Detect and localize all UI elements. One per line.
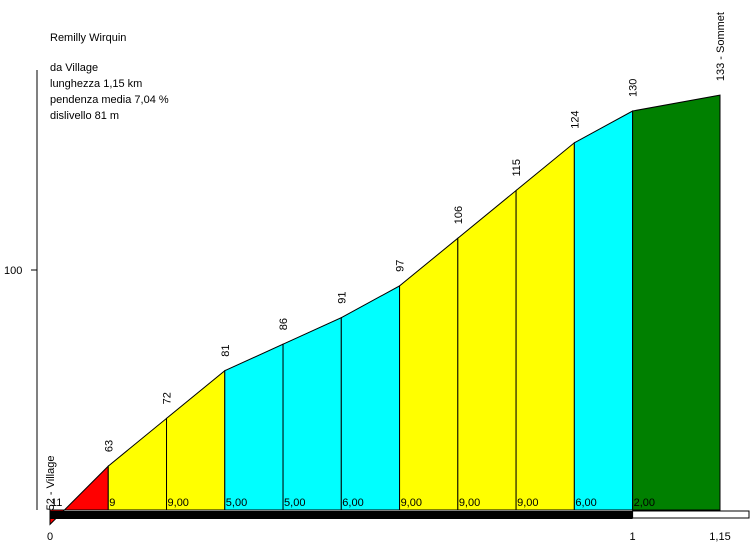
segment-gradient-label: 9,00 [517, 497, 538, 509]
segment-gradient-label: 9,00 [401, 497, 422, 509]
segment-gradient-label: 9,00 [459, 497, 480, 509]
elevation-label: 124 [569, 110, 581, 128]
x-tick-label: 1 [630, 531, 636, 543]
elevation-label: 106 [453, 206, 465, 224]
distance-bar-filled [50, 511, 633, 519]
x-tick-label: 1,15 [709, 531, 730, 543]
segment-gradient-label: 9,00 [168, 497, 189, 509]
segment-gradient-label: 5,00 [284, 497, 305, 509]
profile-segment [282, 316, 342, 511]
elevation-label: 81 [220, 344, 232, 356]
summit-elevation-label: 133 - Sommet [715, 12, 727, 81]
segment-gradient-label: 6,00 [342, 497, 363, 509]
info-avg-gradient: pendenza media 7,04 % [50, 94, 169, 106]
climb-info: da Village lunghezza 1,15 km pendenza me… [50, 60, 169, 124]
info-elevation-gain: dislivello 81 m [50, 110, 120, 122]
segment-gradient-label: 5,00 [226, 497, 247, 509]
info-length: lunghezza 1,15 km [50, 78, 143, 90]
elevation-label: 97 [395, 260, 407, 272]
x-tick-label: 0 [47, 531, 53, 543]
segment-gradient-label: 2,00 [634, 497, 655, 509]
segment-gradient-label: 9 [109, 497, 115, 509]
profile-segment [224, 343, 284, 511]
profile-segment [107, 417, 168, 511]
elevation-label: 72 [162, 392, 174, 404]
profile-segment [632, 94, 721, 511]
segment-gradient-label: 11 [51, 497, 62, 509]
profile-segment [457, 189, 517, 511]
profile-segment [340, 285, 401, 511]
distance-bar-remaining [632, 510, 750, 519]
elevation-label: 86 [278, 318, 290, 330]
profile-segment [166, 369, 226, 511]
segment-gradient-label: 6,00 [575, 497, 596, 509]
info-from: da Village [50, 62, 99, 74]
profile-segment [399, 237, 459, 511]
elevation-label: 91 [336, 291, 348, 303]
elevation-label: 115 [511, 159, 523, 177]
profile-segment [515, 141, 575, 511]
start-elevation-label: 52 - Village [45, 456, 57, 511]
chart-title: Remilly Wirquin [50, 32, 127, 44]
elevation-label: 63 [103, 440, 115, 452]
y-tick-label: 100 [4, 265, 22, 277]
profile-segment [573, 110, 634, 511]
elevation-label: 130 [628, 79, 640, 97]
